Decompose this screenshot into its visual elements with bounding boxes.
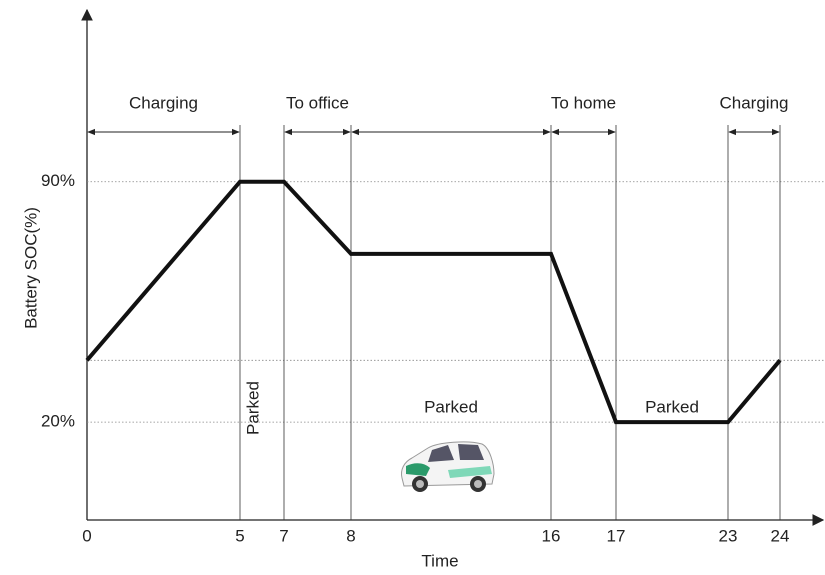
x-tick-label: 16 [542,526,561,545]
x-tick-label: 23 [719,526,738,545]
x-tick-label: 8 [346,526,355,545]
phase-label: To office [286,93,349,112]
x-tick-label: 17 [607,526,626,545]
phase-label: To home [551,93,616,112]
parked-label: Parked [243,381,262,435]
soc-line [85,179,782,425]
phase-label: Charging [720,93,789,112]
car-icon [401,441,495,492]
x-tick-label: 5 [235,526,244,545]
y-tick-label: 20% [41,412,75,431]
phase-label: Charging [129,93,198,112]
x-tick-label: 0 [82,526,91,545]
x-axis-label: Time [421,551,458,570]
y-axis-label: Battery SOC(%) [21,207,40,329]
x-tick-label: 24 [771,526,790,545]
y-tick-label: 90% [41,171,75,190]
parked-label: Parked [424,397,478,416]
parked-label: Parked [645,397,699,416]
x-tick-label: 7 [279,526,288,545]
